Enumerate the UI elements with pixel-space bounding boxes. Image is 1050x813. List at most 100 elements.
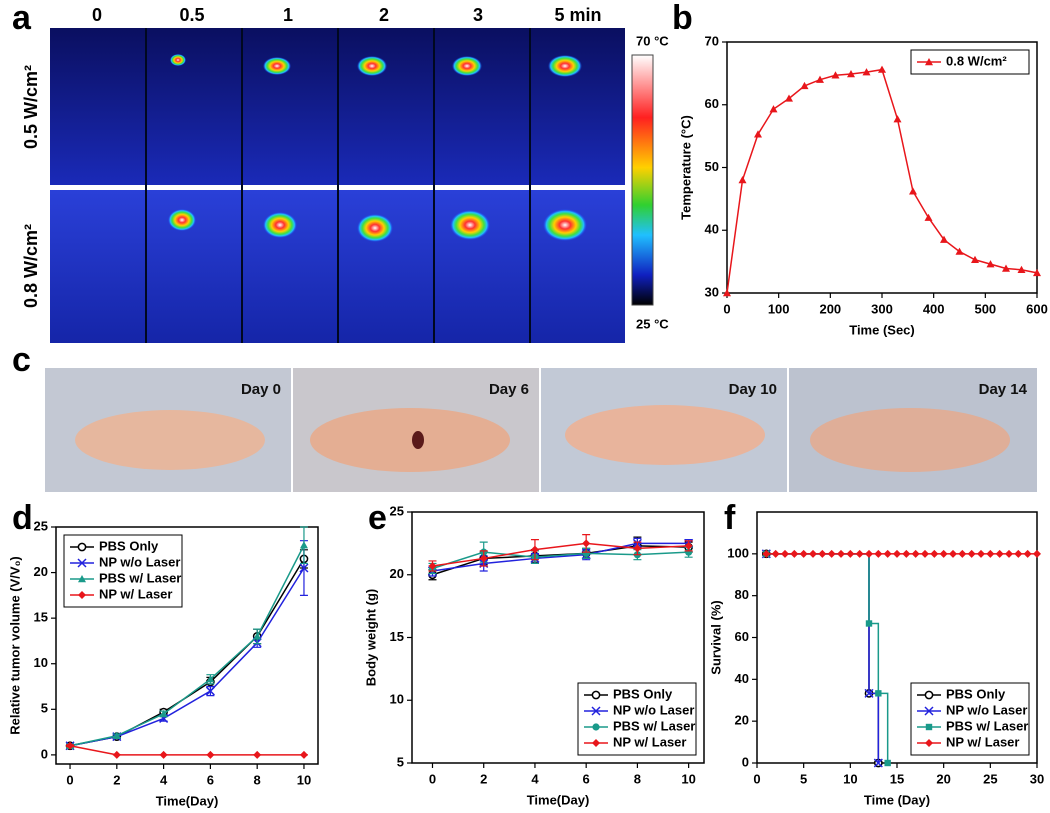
x-tick-label: 4 bbox=[531, 771, 539, 786]
step-segment bbox=[869, 692, 880, 763]
marker bbox=[924, 213, 933, 221]
marker bbox=[847, 70, 855, 78]
legend-marker bbox=[925, 739, 933, 747]
power-label: 0.5 W/cm² bbox=[21, 65, 41, 149]
marker bbox=[1023, 549, 1032, 558]
marker bbox=[884, 759, 891, 767]
marker bbox=[253, 750, 262, 759]
marker bbox=[986, 260, 995, 268]
series-line bbox=[432, 551, 689, 570]
panel-letter: d bbox=[12, 499, 33, 537]
day-label: Day 0 bbox=[241, 381, 281, 398]
x-tick-label: 0 bbox=[753, 771, 760, 786]
marker bbox=[769, 105, 778, 113]
y-tick-label: 30 bbox=[705, 284, 719, 299]
marker bbox=[911, 549, 920, 558]
marker bbox=[873, 758, 883, 768]
legend-label: PBS w/ Laser bbox=[99, 570, 181, 585]
y-axis-label: Relative tumor volume (V/V₀) bbox=[7, 556, 22, 735]
legend-label: PBS Only bbox=[946, 686, 1006, 701]
marker bbox=[837, 549, 845, 558]
x-tick-label: 4 bbox=[160, 772, 168, 787]
x-tick-label: 25 bbox=[983, 771, 997, 786]
marker bbox=[827, 549, 836, 558]
time-label: 1 bbox=[283, 5, 293, 25]
marker bbox=[790, 549, 799, 558]
series-line bbox=[69, 544, 305, 747]
x-tick-label: 15 bbox=[890, 771, 904, 786]
cell-separators bbox=[145, 28, 531, 343]
marker bbox=[785, 94, 793, 102]
marker bbox=[723, 289, 731, 297]
marker bbox=[299, 563, 309, 573]
time-label: 2 bbox=[379, 5, 389, 25]
scale-min: 25 °C bbox=[636, 316, 669, 331]
legend-marker bbox=[592, 723, 600, 731]
legend-marker bbox=[78, 591, 86, 599]
heat-spots bbox=[168, 54, 587, 242]
y-tick-label: 10 bbox=[34, 655, 48, 670]
legend-label: NP w/o Laser bbox=[946, 702, 1027, 717]
x-tick-label: 8 bbox=[254, 772, 261, 787]
y-axis-label: Body weight (g) bbox=[363, 589, 378, 687]
y-tick-label: 0 bbox=[742, 754, 749, 769]
marker bbox=[875, 690, 882, 697]
day-label: Day 10 bbox=[729, 381, 777, 398]
marker bbox=[1017, 265, 1026, 273]
y-tick-label: 25 bbox=[34, 518, 48, 533]
marker bbox=[874, 549, 883, 558]
x-tick-label: 8 bbox=[634, 771, 641, 786]
marker bbox=[781, 549, 789, 558]
y-tick-label: 25 bbox=[390, 503, 404, 518]
legend-marker bbox=[924, 690, 934, 700]
marker bbox=[1033, 268, 1041, 277]
marker bbox=[939, 549, 948, 558]
series-line bbox=[69, 745, 304, 756]
legend-marker bbox=[592, 739, 600, 747]
y-tick-label: 70 bbox=[705, 33, 719, 48]
scale-max: 70 °C bbox=[636, 33, 669, 48]
panel-letter: e bbox=[368, 499, 387, 537]
series-line bbox=[432, 542, 689, 567]
legend-label: 0.8 W/cm² bbox=[946, 53, 1007, 68]
legend-marker bbox=[77, 542, 87, 552]
y-tick-label: 20 bbox=[735, 713, 749, 728]
marker bbox=[955, 247, 964, 255]
y-tick-label: 10 bbox=[390, 692, 404, 707]
x-tick-label: 30 bbox=[1030, 771, 1044, 786]
marker bbox=[1014, 549, 1023, 558]
legend-label: NP w/ Laser bbox=[946, 734, 1019, 749]
step-segment bbox=[878, 692, 889, 763]
marker bbox=[762, 549, 771, 558]
legend-label: PBS w/ Laser bbox=[946, 718, 1028, 733]
marker bbox=[909, 187, 917, 195]
y-tick-label: 40 bbox=[705, 222, 719, 237]
y-tick-label: 60 bbox=[705, 96, 719, 111]
x-axis-label: Time (Sec) bbox=[849, 322, 915, 337]
photos bbox=[45, 368, 1037, 492]
y-axis-label: Temperature (°C) bbox=[678, 115, 693, 220]
marker bbox=[771, 549, 780, 558]
marker bbox=[855, 549, 864, 558]
marker bbox=[967, 549, 976, 558]
legend-marker bbox=[591, 690, 601, 700]
step-segment bbox=[766, 553, 870, 624]
panel-letter: c bbox=[12, 341, 31, 379]
marker bbox=[530, 545, 539, 554]
x-tick-label: 10 bbox=[843, 771, 857, 786]
y-tick-label: 15 bbox=[390, 629, 404, 644]
marker bbox=[738, 176, 747, 184]
marker bbox=[112, 750, 121, 759]
marker bbox=[818, 549, 827, 558]
x-axis-label: Time(Day) bbox=[156, 793, 219, 808]
legend-label: NP w/ Laser bbox=[99, 586, 172, 601]
marker bbox=[949, 549, 957, 558]
y-tick-label: 20 bbox=[34, 564, 48, 579]
y-tick-label: 80 bbox=[735, 587, 749, 602]
marker bbox=[799, 549, 808, 558]
x-axis-label: Time(Day) bbox=[527, 792, 590, 807]
marker bbox=[1005, 549, 1013, 558]
marker bbox=[865, 549, 873, 558]
marker bbox=[862, 68, 871, 76]
y-tick-label: 5 bbox=[397, 754, 404, 769]
